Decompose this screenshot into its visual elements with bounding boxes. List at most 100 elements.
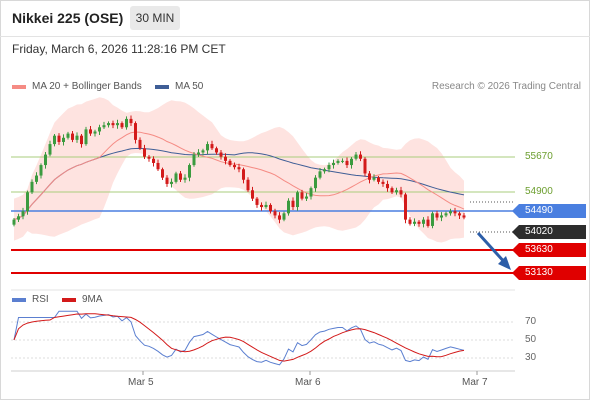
candle-body: [327, 165, 331, 170]
candle-body: [291, 200, 295, 208]
candle-body: [345, 160, 349, 166]
candle-body: [408, 219, 412, 224]
candle-body: [341, 160, 344, 162]
candle-body: [354, 154, 358, 159]
pivot-tag: 54490: [512, 204, 586, 218]
level-r2-label: 55670: [525, 151, 553, 162]
candle-body: [435, 213, 439, 218]
candle-body: [66, 133, 70, 138]
candle-body: [107, 123, 110, 126]
candle-body: [390, 188, 394, 193]
candle-body: [449, 211, 452, 214]
timestamp: Friday, March 6, 2026 11:28:16 PM CET: [12, 42, 226, 56]
forecast-arrow-icon: [476, 231, 509, 267]
candle-body: [134, 123, 137, 140]
candle-body: [237, 167, 241, 170]
candle-body: [147, 156, 151, 159]
candle-body: [57, 135, 61, 142]
candle-body: [152, 158, 155, 163]
candle-body: [224, 156, 227, 161]
candle-body: [246, 179, 250, 191]
candle-body: [192, 154, 196, 166]
candle-body: [372, 177, 376, 180]
candle-body: [431, 213, 434, 226]
candle-body: [39, 165, 43, 176]
x-label-mar6: Mar 6: [295, 377, 321, 388]
candle-body: [381, 181, 385, 184]
forecast-arrowhead-icon: [498, 256, 511, 270]
candle-body: [323, 169, 326, 172]
candle-body: [417, 221, 421, 224]
header-bar: Nikkei 225 (OSE) 30 MIN: [0, 0, 590, 37]
level-r1-label: 54900: [525, 186, 553, 197]
candle-body: [260, 204, 263, 208]
candle-body: [201, 150, 205, 153]
candle-body: [35, 175, 38, 182]
candle-body: [332, 162, 335, 166]
candle-body: [377, 177, 380, 182]
candle-body: [44, 154, 47, 166]
candle-body: [228, 160, 232, 166]
legend-ma50: MA 50: [155, 81, 203, 92]
ma20-swatch-icon: [12, 84, 26, 89]
candle-body: [287, 200, 290, 214]
candle-body: [120, 123, 124, 128]
candle-body: [206, 144, 209, 151]
ma50-swatch-icon: [155, 84, 169, 89]
candle-body: [273, 211, 277, 216]
candle-body: [219, 152, 223, 157]
candle-body: [242, 169, 245, 180]
rsi-ma-swatch-icon: [62, 297, 76, 302]
candle-body: [80, 135, 83, 145]
candle-body: [143, 148, 146, 157]
candle-body: [462, 215, 466, 218]
candle-body: [269, 204, 272, 212]
candle-body: [102, 125, 106, 128]
candle-body: [440, 215, 443, 218]
candle-body: [386, 183, 389, 189]
candle-body: [251, 190, 254, 199]
candle-body: [179, 173, 182, 180]
rsi-line: [13, 310, 465, 366]
candle-body: [71, 133, 74, 140]
candle-body: [89, 129, 92, 134]
candle-body: [84, 129, 88, 145]
candle-body: [368, 173, 371, 180]
candle-body: [422, 219, 425, 224]
rsi-axis-30: 30: [525, 352, 537, 363]
candle-body: [413, 221, 416, 224]
candle-body: [161, 169, 164, 178]
timeframe-button[interactable]: 30 MIN: [130, 6, 180, 30]
candle-body: [264, 204, 268, 208]
candle-body: [453, 211, 457, 214]
legend-rsi-label: RSI: [32, 294, 49, 305]
candles: [12, 115, 466, 229]
candle-body: [188, 165, 191, 178]
candle-body: [129, 118, 133, 124]
candle-body: [404, 194, 407, 220]
rsi-swatch-icon: [12, 297, 26, 302]
candle-body: [336, 160, 340, 163]
legend-ma20: MA 20 + Bollinger Bands: [12, 81, 142, 92]
x-label-mar7: Mar 7: [462, 377, 488, 388]
candle-body: [458, 213, 461, 216]
candle-body: [48, 144, 52, 155]
candle-body: [165, 177, 169, 184]
legend-rsi-ma: 9MA: [62, 294, 103, 305]
legend-rsi: RSI: [12, 294, 49, 305]
rsi-9ma-line: [13, 313, 465, 362]
rsi-axis-70: 70: [525, 316, 537, 327]
candle-body: [183, 177, 187, 180]
candle-body: [215, 148, 218, 153]
x-label-mar5: Mar 5: [128, 377, 154, 388]
candle-body: [233, 165, 236, 168]
candle-body: [21, 211, 25, 217]
candle-body: [30, 181, 34, 193]
current-price-tag: 54020: [512, 225, 586, 239]
legend-rsi-ma-label: 9MA: [82, 294, 103, 305]
support-s2-tag: 53130: [512, 266, 586, 280]
candle-body: [318, 171, 322, 178]
candle-body: [350, 158, 353, 166]
rsi-axis-50: 50: [525, 334, 537, 345]
